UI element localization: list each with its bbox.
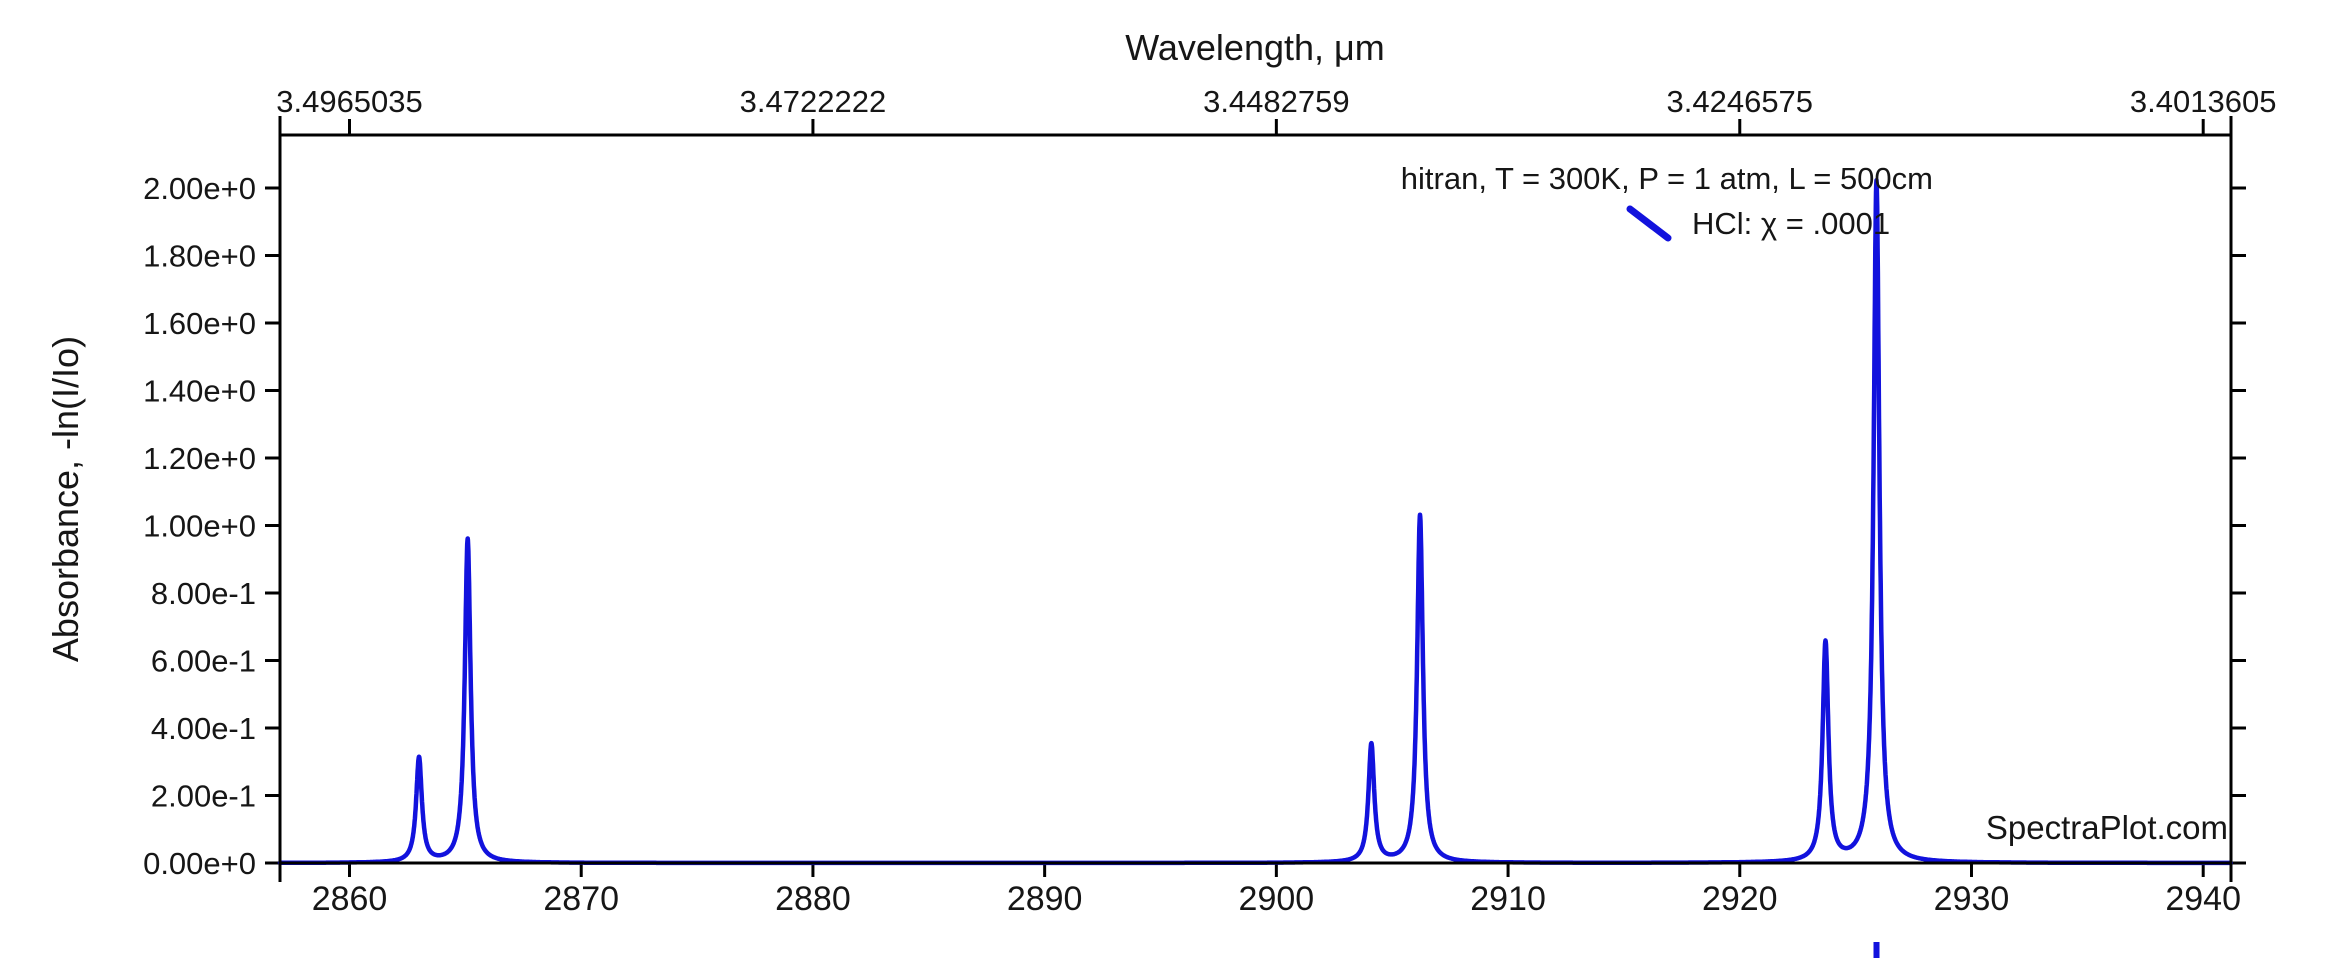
top-axis-tick-label: 3.4722222 — [740, 84, 887, 119]
y-axis-tick-label: 8.00e-1 — [151, 576, 256, 611]
watermark: SpectraPlot.com — [1986, 809, 2228, 846]
legend-series-label: HCl: χ = .0001 — [1692, 206, 1890, 241]
y-axis-tick-label: 1.20e+0 — [143, 441, 256, 476]
y-axis-tick-label: 0.00e+0 — [143, 846, 256, 881]
y-axis-tick-label: 1.60e+0 — [143, 306, 256, 341]
x-axis-tick-label: 2890 — [1007, 880, 1083, 918]
y-axis-tick-label: 1.80e+0 — [143, 238, 256, 273]
x-axis-tick-label: 2870 — [543, 880, 619, 918]
x-axis-tick-label: 2860 — [312, 880, 388, 918]
x-axis-tick-label: 2910 — [1470, 880, 1546, 918]
x-axis-tick-label: 2880 — [775, 880, 851, 918]
x-axis-tick-label: 2930 — [1934, 880, 2010, 918]
y-axis-title: Absorbance, -ln(I/Io) — [45, 336, 86, 662]
axis-ticks: 2860 2870 2880 2890 2900 2910 2920 2930 2940 3.49… — [143, 84, 2276, 918]
absorbance-spectrum-line[interactable] — [277, 177, 2234, 866]
y-axis-tick-label: 2.00e+0 — [143, 171, 256, 206]
x-axis-tick-label: 2900 — [1239, 880, 1315, 918]
top-axis-tick-label: 3.4013605 — [2130, 84, 2277, 119]
legend-conditions-label: hitran, T = 300K, P = 1 atm, L = 500cm — [1401, 161, 1933, 196]
y-axis-tick-label: 1.40e+0 — [143, 373, 256, 408]
plot-frame — [278, 116, 2233, 882]
legend-line-swatch — [1626, 205, 1672, 242]
top-axis-tick-label: 3.4965035 — [276, 84, 423, 119]
spectrum-curves — [277, 177, 2234, 866]
x-axis-tick-label: 2920 — [1702, 880, 1778, 918]
y-axis-tick-label: 6.00e-1 — [151, 643, 256, 678]
top-axis-tick-label: 3.4482759 — [1203, 84, 1350, 119]
top-axis-tick-label: 3.4246575 — [1667, 84, 1814, 119]
top-axis-title: Wavelength, μm — [1125, 27, 1385, 68]
y-axis-tick-label: 2.00e-1 — [151, 778, 256, 813]
y-axis-tick-label: 4.00e-1 — [151, 711, 256, 746]
x-axis-tick-label: 2940 — [2165, 880, 2241, 918]
y-axis-tick-label: 1.00e+0 — [143, 508, 256, 543]
